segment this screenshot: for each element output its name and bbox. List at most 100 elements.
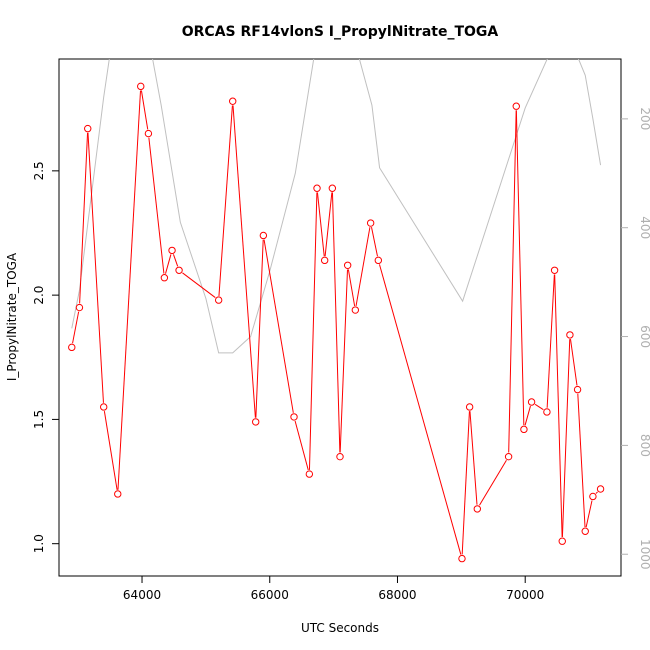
plot-area [68,59,605,563]
series-segment-32 [554,274,563,538]
data-point-1 [75,303,84,312]
series-segment-37 [595,491,598,494]
data-point-27 [504,452,513,461]
data-point-36 [581,527,589,535]
series-segment-30 [534,403,544,411]
secondary-series-line [71,59,602,354]
data-point-16 [313,184,321,192]
series-segment-19 [339,269,348,453]
y-right-tick-label-3: 800 [638,434,650,457]
series-segment-7 [165,254,172,274]
data-point-13 [259,231,268,240]
data-point-9 [175,266,183,274]
data-point-0 [68,343,76,352]
y-axis-label: I_PropylNitrate_TOGA [5,252,19,381]
data-point-26 [473,505,482,513]
y-right-tick-label-1: 400 [638,216,650,239]
series-segment-36 [585,500,593,528]
data-point-19 [336,452,344,461]
series-segment-23 [378,264,462,555]
data-point-20 [343,261,352,270]
series-segment-8 [172,254,179,267]
data-point-14 [290,413,298,421]
series-segment-27 [508,110,517,453]
series-segment-26 [479,460,507,506]
data-point-18 [328,184,337,192]
data-point-32 [550,266,559,274]
y-tick-label-0: 1.0 [32,534,46,553]
chart-title: ORCAS RF14vlonS I_PropylNitrate_TOGA [182,24,499,40]
x-tick-label-3: 70000 [506,588,544,602]
series-segment-34 [569,338,578,386]
y-tick-label-3: 2.5 [32,161,46,180]
series-segment-4 [117,90,142,490]
data-point-38 [596,485,605,493]
data-point-8 [168,246,176,255]
x-axis: 64000 66000 68000 70000 [123,576,544,602]
data-point-7 [160,274,169,282]
x-tick-label-2: 68000 [378,588,416,602]
series-segment-31 [546,274,555,408]
data-point-15 [305,470,314,478]
series-segment-5 [140,90,149,130]
data-point-4 [114,490,122,498]
x-tick-label-0: 64000 [123,588,161,602]
series-segment-12 [255,239,264,418]
series-segment-10 [218,105,233,296]
series-segment-11 [232,105,256,418]
data-point-22 [366,219,375,227]
series-segment-18 [331,192,341,453]
x-axis-label: UTC Seconds [301,621,379,635]
data-point-34 [566,331,574,339]
series-segment-15 [308,192,318,470]
y-right-tick-label-0: 200 [638,107,650,130]
plot-box [58,58,622,577]
data-point-21 [351,306,360,314]
data-point-17 [320,256,329,265]
series-segment-0 [72,311,80,344]
data-point-28 [512,102,520,110]
data-point-11 [229,97,237,105]
y-right-tick-label-2: 600 [638,325,650,348]
series-segment-1 [79,132,89,304]
series-segment-3 [103,411,118,490]
data-point-37 [589,492,597,501]
series-segment-6 [148,137,165,274]
series-segment-22 [371,227,378,257]
series-segment-16 [316,192,325,257]
series-segment-17 [324,192,333,257]
data-point-30 [527,398,536,406]
y-right-tick-label-4: 1000 [638,539,650,570]
series-segment-20 [347,269,356,306]
series-segment-28 [515,110,525,426]
series-segment-2 [87,132,104,403]
y-tick-label-1: 1.5 [32,410,46,429]
data-point-24 [458,554,466,563]
series-segment-21 [355,227,371,306]
data-point-31 [543,408,551,416]
series-segment-33 [561,339,571,538]
data-point-3 [100,403,108,411]
x-tick-label-1: 66000 [251,588,289,602]
data-point-10 [214,296,223,304]
data-point-25 [465,403,474,411]
series-segment-25 [469,411,478,505]
data-point-2 [84,124,92,133]
series-segment-9 [182,272,216,298]
series-segment-24 [461,411,470,555]
series-segment-14 [294,420,309,471]
series-segment-29 [524,405,531,426]
data-point-29 [520,425,528,434]
y-tick-label-2: 2.0 [32,286,46,305]
y-right-axis: 200 400 600 800 1000 [621,107,650,570]
data-point-6 [144,129,153,138]
data-point-5 [137,82,145,91]
data-point-12 [252,418,260,426]
data-point-35 [573,385,582,394]
data-point-23 [374,256,383,265]
series-segment-35 [577,393,586,528]
y-axis: 1.0 1.5 2.0 2.5 [32,161,59,553]
data-point-33 [558,537,566,545]
series-segment-13 [263,239,294,413]
